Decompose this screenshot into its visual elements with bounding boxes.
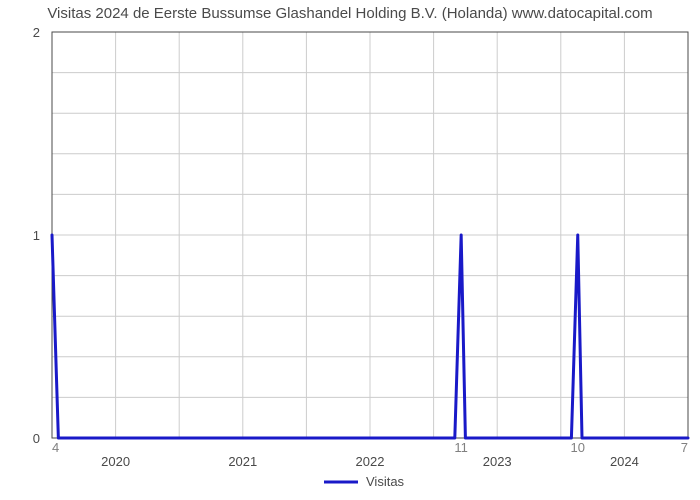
svg-text:2024: 2024 [610,454,639,469]
svg-text:2020: 2020 [101,454,130,469]
peak-value-labels: 4 11 10 7 [52,440,688,455]
svg-text:2: 2 [33,25,40,40]
svg-text:7: 7 [681,440,688,455]
svg-text:10: 10 [571,440,585,455]
svg-text:2023: 2023 [483,454,512,469]
legend: Visitas [324,474,405,489]
y-axis-ticks: 0 1 2 [33,25,40,446]
svg-text:4: 4 [52,440,59,455]
svg-text:2022: 2022 [356,454,385,469]
svg-text:1: 1 [33,228,40,243]
line-chart: Visitas 2024 de Eerste Bussumse Glashand… [0,0,700,500]
chart-title: Visitas 2024 de Eerste Bussumse Glashand… [47,5,652,22]
svg-text:2021: 2021 [228,454,257,469]
svg-text:0: 0 [33,431,40,446]
legend-label: Visitas [366,474,405,489]
x-axis-ticks: 2020 2021 2022 2023 2024 [101,454,639,469]
svg-text:11: 11 [454,440,468,455]
